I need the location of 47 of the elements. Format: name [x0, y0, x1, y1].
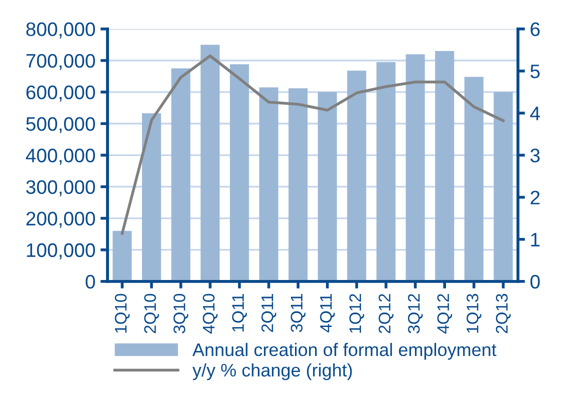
x-tick-label: 1Q12 [349, 294, 364, 333]
bar [200, 44, 220, 282]
legend-label: Annual creation of formal employment [192, 342, 496, 360]
y-tick-label: 100,000 [26, 243, 95, 260]
y2-tick-label: 3 [530, 148, 540, 162]
y-tick-label: 300,000 [26, 180, 95, 196]
y-tick-label: 600,000 [26, 86, 95, 102]
x-tick-label: 2Q13 [496, 294, 511, 334]
x-tick-label: 2Q11 [261, 294, 276, 332]
bar [112, 230, 132, 282]
y-tick-label: 0 [86, 274, 95, 289]
y-tick-label: 400,000 [26, 148, 95, 165]
line-series [120, 54, 505, 235]
bar [288, 88, 308, 282]
y2-tick-label: 5 [530, 64, 540, 78]
x-tick-label: 2Q12 [378, 294, 394, 334]
bar [142, 113, 162, 282]
bar [318, 92, 337, 282]
bar [259, 87, 278, 282]
y2-tick-label: 2 [530, 190, 540, 204]
x-tick-label: 3Q11 [290, 294, 306, 332]
x-tick-label: 1Q10 [114, 294, 130, 333]
bar [494, 92, 513, 282]
y-tick-label: 700,000 [26, 54, 95, 70]
y2-tick-label: 6 [530, 22, 540, 36]
bar [347, 70, 366, 282]
y2-tick-label: 0 [530, 274, 540, 289]
x-tick-label: 3Q12 [408, 294, 423, 334]
y2-tick-label: 1 [531, 232, 540, 246]
y2-tick-label: 4 [530, 106, 540, 120]
bar [171, 68, 190, 282]
y-tick-label: 200,000 [26, 212, 95, 228]
x-tick-label: 3Q10 [173, 294, 188, 334]
x-tick-label: 4Q12 [437, 294, 452, 334]
bar [435, 51, 454, 282]
bar [376, 62, 396, 282]
bar [406, 54, 425, 282]
y-tick-label: 500,000 [26, 117, 95, 134]
x-tick-label: 1Q13 [466, 294, 482, 333]
x-tick-label: 4Q11 [320, 294, 335, 332]
legend-label: y/y % change (right) [192, 363, 352, 380]
x-tick-label: 1Q11 [232, 294, 247, 332]
x-tick-label: 2Q10 [144, 294, 159, 334]
y-tick-label: 800,000 [26, 22, 95, 38]
x-tick-label: 4Q10 [202, 294, 218, 334]
bar [464, 76, 484, 282]
bar [230, 64, 249, 282]
